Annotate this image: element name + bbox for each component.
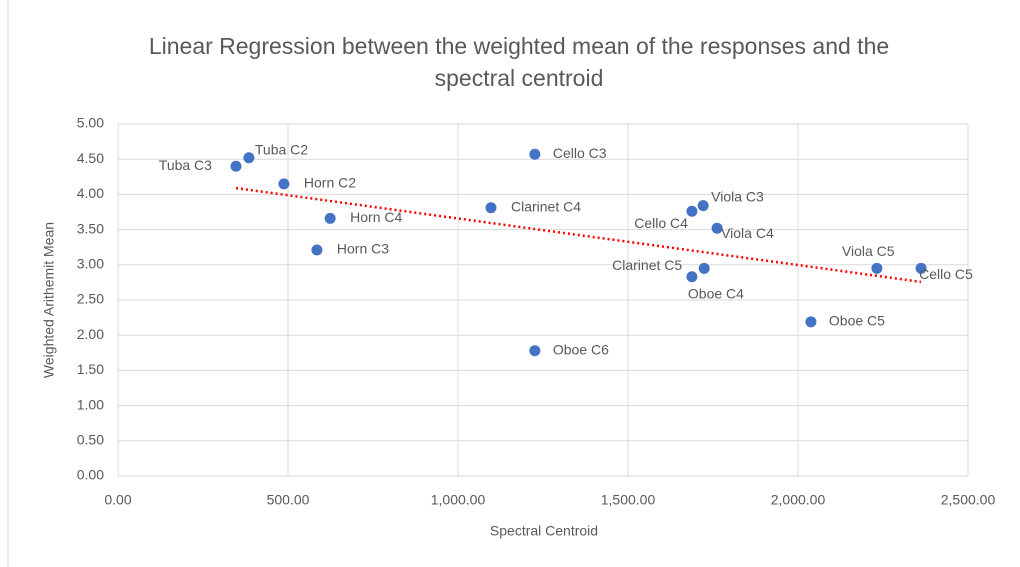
data-point xyxy=(529,345,541,357)
point-label: Oboe C4 xyxy=(688,285,744,301)
y-tick-label: 1.00 xyxy=(77,396,104,412)
point-label: Tuba C3 xyxy=(159,157,212,173)
y-tick-label: 5.00 xyxy=(77,115,104,131)
trendline xyxy=(235,186,922,284)
data-point xyxy=(485,202,497,214)
point-label: Clarinet C4 xyxy=(511,198,581,214)
y-tick-label: 3.50 xyxy=(77,220,104,236)
x-tick-label: 2,500.00 xyxy=(941,492,996,508)
data-point xyxy=(686,271,698,283)
data-point xyxy=(230,160,242,172)
y-axis-label: Weighted Arithemit Mean xyxy=(41,222,57,378)
point-label: Oboe C5 xyxy=(829,313,885,329)
data-point xyxy=(805,316,817,328)
x-tick-label: 0.00 xyxy=(104,492,131,508)
y-tick-label: 2.50 xyxy=(77,291,104,307)
data-point xyxy=(686,205,698,217)
data-point xyxy=(243,152,255,164)
x-tick-label: 1,000.00 xyxy=(431,492,486,508)
point-label: Horn C2 xyxy=(304,175,356,191)
x-tick-label: 1,500.00 xyxy=(601,492,656,508)
data-point xyxy=(871,262,883,274)
data-point xyxy=(529,148,541,160)
y-tick-label: 0.50 xyxy=(77,432,104,448)
y-tick-label: 3.00 xyxy=(77,256,104,272)
x-axis-label: Spectral Centroid xyxy=(490,523,598,539)
y-tick-label: 2.00 xyxy=(77,326,104,342)
point-label: Cello C4 xyxy=(634,215,688,231)
data-point xyxy=(698,262,710,274)
point-label: Cello C5 xyxy=(919,266,973,282)
data-point xyxy=(324,212,336,224)
x-tick-label: 2,000.00 xyxy=(771,492,826,508)
y-tick-label: 4.50 xyxy=(77,150,104,166)
y-tick-label: 4.00 xyxy=(77,185,104,201)
point-label: Clarinet C5 xyxy=(612,257,682,273)
point-label: Viola C3 xyxy=(711,188,764,204)
point-label: Horn C4 xyxy=(350,209,402,225)
x-tick-label: 500.00 xyxy=(267,492,310,508)
data-point xyxy=(711,222,723,234)
data-point xyxy=(915,262,927,274)
y-tick-label: 0.00 xyxy=(77,467,104,483)
chart-title: Linear Regression between the weighted m… xyxy=(148,33,890,91)
data-point xyxy=(311,244,323,256)
point-label: Horn C3 xyxy=(337,241,389,257)
data-point xyxy=(278,178,290,190)
y-tick-label: 1.50 xyxy=(77,361,104,377)
data-point xyxy=(697,200,709,212)
point-label: Viola C4 xyxy=(721,225,774,241)
point-label: Tuba C2 xyxy=(255,141,308,157)
point-label: Cello C3 xyxy=(553,145,607,161)
point-label: Viola C5 xyxy=(842,243,895,259)
point-label: Oboe C6 xyxy=(553,341,609,357)
